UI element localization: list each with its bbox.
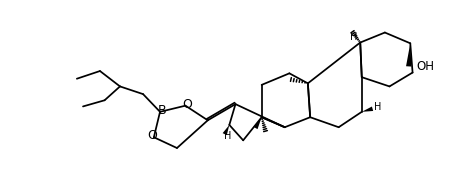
Polygon shape [406,43,411,67]
Text: H: H [350,32,357,42]
Text: H: H [374,102,382,112]
Text: OH: OH [416,60,434,73]
Text: O: O [182,98,192,111]
Polygon shape [362,107,373,112]
Polygon shape [253,117,262,129]
Text: O: O [148,129,157,142]
Polygon shape [223,125,229,135]
Text: H: H [224,131,231,141]
Text: B: B [157,104,166,117]
